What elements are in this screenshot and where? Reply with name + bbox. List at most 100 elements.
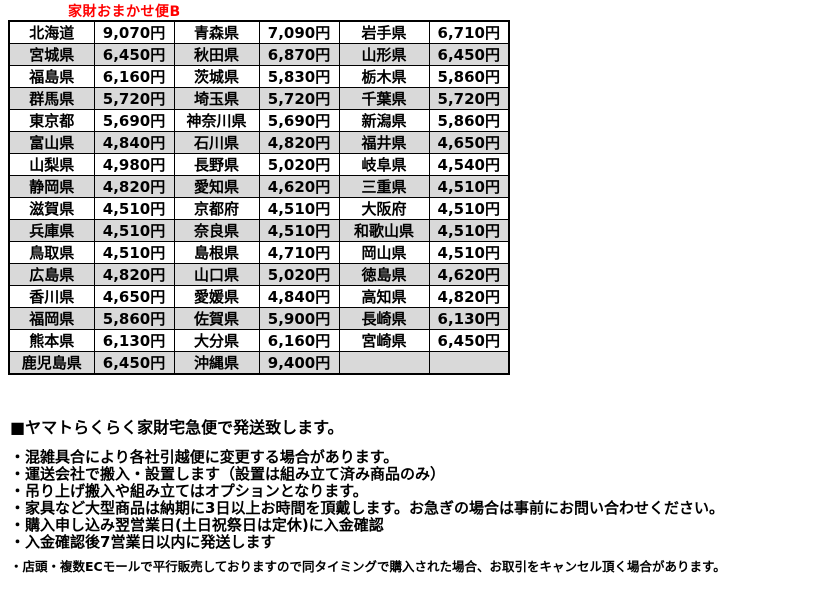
price-cell: 5,690円 xyxy=(258,109,340,132)
price-cell: 4,710円 xyxy=(258,241,340,264)
prefecture-cell: 長野県 xyxy=(173,153,260,176)
price-cell: 4,650円 xyxy=(93,285,175,308)
price-cell: 6,130円 xyxy=(93,329,175,352)
prefecture-cell: 千葉県 xyxy=(338,87,430,110)
price-cell: 5,720円 xyxy=(258,87,340,110)
prefecture-cell: 宮城県 xyxy=(8,43,95,66)
table-row: 宮城県 6,450円 秋田県 6,870円 山形県 6,450円 xyxy=(8,43,510,66)
price-cell: 7,090円 xyxy=(258,20,340,44)
parallel-sale-note: ・店頭・複数ECモールで平行販売しておりますので同タイミングで購入された場合、お… xyxy=(10,559,726,574)
price-cell: 4,510円 xyxy=(93,197,175,220)
note-line: ・運送会社で搬入・設置します（設置は組み立て済み商品のみ） xyxy=(10,465,446,483)
prefecture-cell: 佐賀県 xyxy=(173,307,260,330)
prefecture-cell: 富山県 xyxy=(8,131,95,154)
prefecture-cell: 茨城県 xyxy=(173,65,260,88)
price-cell: 6,450円 xyxy=(93,351,175,375)
price-cell: 6,450円 xyxy=(428,43,510,66)
price-cell: 5,900円 xyxy=(258,307,340,330)
price-cell: 5,860円 xyxy=(428,65,510,88)
shipping-plan-title: 家財おまかせ便B xyxy=(68,4,181,20)
price-cell: 4,510円 xyxy=(93,219,175,242)
prefecture-cell: 岐阜県 xyxy=(338,153,430,176)
table-row: 富山県 4,840円 石川県 4,820円 福井県 4,650円 xyxy=(8,131,510,154)
prefecture-cell: 愛知県 xyxy=(173,175,260,198)
prefecture-cell: 奈良県 xyxy=(173,219,260,242)
table-row: 群馬県 5,720円 埼玉県 5,720円 千葉県 5,720円 xyxy=(8,87,510,110)
prefecture-cell: 岡山県 xyxy=(338,241,430,264)
prefecture-cell: 秋田県 xyxy=(173,43,260,66)
prefecture-cell: 北海道 xyxy=(8,20,95,44)
price-cell: 4,980円 xyxy=(93,153,175,176)
price-cell: 4,620円 xyxy=(258,175,340,198)
note-line: ・混雑具合により各社引越便に変更する場合があります。 xyxy=(10,448,399,466)
price-cell: 9,400円 xyxy=(258,351,340,375)
prefecture-cell: 栃木県 xyxy=(338,65,430,88)
prefecture-cell: 大阪府 xyxy=(338,197,430,220)
price-cell: 6,450円 xyxy=(93,43,175,66)
price-cell: 5,860円 xyxy=(93,307,175,330)
price-cell: 6,160円 xyxy=(258,329,340,352)
price-cell: 4,510円 xyxy=(258,197,340,220)
table-row: 熊本県 6,130円 大分県 6,160円 宮崎県 6,450円 xyxy=(8,329,510,352)
prefecture-cell: 大分県 xyxy=(173,329,260,352)
prefecture-cell: 広島県 xyxy=(8,263,95,286)
price-cell: 4,840円 xyxy=(93,131,175,154)
price-cell: 4,510円 xyxy=(428,197,510,220)
prefecture-cell: 鳥取県 xyxy=(8,241,95,264)
table-row: 福岡県 5,860円 佐賀県 5,900円 長崎県 6,130円 xyxy=(8,307,510,330)
prefecture-cell: 岩手県 xyxy=(338,20,430,44)
shipping-fee-table: 北海道 9,070円 青森県 7,090円 岩手県 6,710円 宮城県 6,450円 秋田県 6… xyxy=(8,20,510,375)
table-row: 鹿児島県 6,450円 沖縄県 9,400円 xyxy=(8,351,510,375)
note-line: ・入金確認後7営業日以内に発送します xyxy=(10,533,276,551)
price-cell: 4,510円 xyxy=(428,175,510,198)
prefecture-cell: 鹿児島県 xyxy=(8,351,95,375)
prefecture-cell: 滋賀県 xyxy=(8,197,95,220)
note-line: ・家具など大型商品は納期に3日以上お時間を頂戴します。お急ぎの場合は事前にお問い… xyxy=(10,499,724,517)
prefecture-cell: 宮崎県 xyxy=(338,329,430,352)
prefecture-cell: 新潟県 xyxy=(338,109,430,132)
price-cell: 4,820円 xyxy=(428,285,510,308)
prefecture-cell: 山口県 xyxy=(173,263,260,286)
price-cell: 4,620円 xyxy=(428,263,510,286)
price-cell: 4,510円 xyxy=(428,219,510,242)
table-row: 広島県 4,820円 山口県 5,020円 徳島県 4,620円 xyxy=(8,263,510,286)
price-cell: 9,070円 xyxy=(93,20,175,44)
prefecture-cell: 山梨県 xyxy=(8,153,95,176)
price-cell: 5,860円 xyxy=(428,109,510,132)
price-cell: 6,710円 xyxy=(428,20,510,44)
price-cell: 4,650円 xyxy=(428,131,510,154)
table-row: 香川県 4,650円 愛媛県 4,840円 高知県 4,820円 xyxy=(8,285,510,308)
price-cell: 6,130円 xyxy=(428,307,510,330)
prefecture-cell: 沖縄県 xyxy=(173,351,260,375)
price-cell: 4,820円 xyxy=(93,263,175,286)
prefecture-cell: 京都府 xyxy=(173,197,260,220)
price-cell: 4,510円 xyxy=(258,219,340,242)
table-row: 北海道 9,070円 青森県 7,090円 岩手県 6,710円 xyxy=(8,20,510,44)
prefecture-cell: 愛媛県 xyxy=(173,285,260,308)
notes-section: ■ヤマトらくらく家財宅急便で発送致します。 ・混雑具合により各社引越便に変更する… xyxy=(10,414,815,574)
shipping-method-heading: ■ヤマトらくらく家財宅急便で発送致します。 xyxy=(10,418,344,437)
price-cell: 5,720円 xyxy=(428,87,510,110)
prefecture-cell: 青森県 xyxy=(173,20,260,44)
price-cell: 4,840円 xyxy=(258,285,340,308)
prefecture-cell: 東京都 xyxy=(8,109,95,132)
price-cell: 4,510円 xyxy=(428,241,510,264)
price-cell: 6,450円 xyxy=(428,329,510,352)
table-row: 福島県 6,160円 茨城県 5,830円 栃木県 5,860円 xyxy=(8,65,510,88)
price-cell: 5,720円 xyxy=(93,87,175,110)
prefecture-cell: 高知県 xyxy=(338,285,430,308)
fee-table-body: 北海道 9,070円 青森県 7,090円 岩手県 6,710円 宮城県 6,450円 秋田県 6… xyxy=(8,20,510,375)
prefecture-cell: 静岡県 xyxy=(8,175,95,198)
prefecture-cell: 和歌山県 xyxy=(338,219,430,242)
prefecture-cell: 山形県 xyxy=(338,43,430,66)
price-cell: 4,540円 xyxy=(428,153,510,176)
prefecture-cell: 島根県 xyxy=(173,241,260,264)
price-cell: 5,830円 xyxy=(258,65,340,88)
prefecture-cell xyxy=(338,351,430,375)
price-cell: 5,690円 xyxy=(93,109,175,132)
prefecture-cell: 福岡県 xyxy=(8,307,95,330)
prefecture-cell: 三重県 xyxy=(338,175,430,198)
price-cell: 4,820円 xyxy=(93,175,175,198)
price-cell: 6,870円 xyxy=(258,43,340,66)
